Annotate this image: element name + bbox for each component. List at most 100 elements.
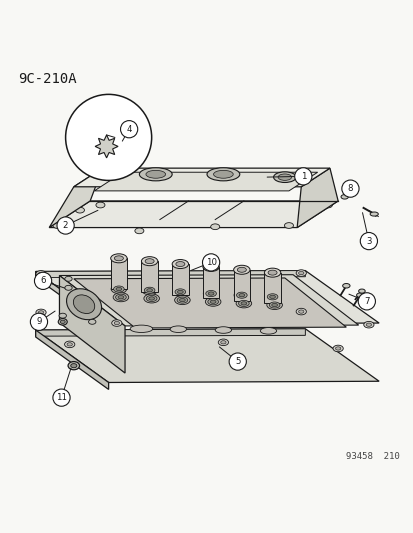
Circle shape <box>341 180 358 197</box>
Ellipse shape <box>148 297 154 300</box>
Ellipse shape <box>67 343 72 346</box>
Polygon shape <box>59 276 125 373</box>
Ellipse shape <box>66 289 101 320</box>
Circle shape <box>359 232 377 249</box>
Ellipse shape <box>177 290 183 294</box>
Ellipse shape <box>58 319 67 325</box>
Ellipse shape <box>356 293 363 297</box>
Ellipse shape <box>203 289 218 298</box>
Ellipse shape <box>278 174 291 180</box>
Polygon shape <box>36 329 378 383</box>
Ellipse shape <box>210 300 216 303</box>
Ellipse shape <box>358 289 364 293</box>
Ellipse shape <box>332 345 342 352</box>
Circle shape <box>120 120 138 138</box>
Ellipse shape <box>335 347 340 350</box>
Ellipse shape <box>53 223 62 228</box>
Ellipse shape <box>205 297 221 306</box>
Ellipse shape <box>64 341 75 348</box>
Ellipse shape <box>64 285 72 290</box>
Ellipse shape <box>264 268 280 277</box>
Polygon shape <box>74 278 346 328</box>
Ellipse shape <box>141 257 157 265</box>
Ellipse shape <box>139 168 172 181</box>
Text: 10: 10 <box>205 258 216 267</box>
Ellipse shape <box>71 364 77 368</box>
Circle shape <box>57 217 74 234</box>
Text: 3: 3 <box>365 237 371 246</box>
Ellipse shape <box>68 361 79 370</box>
Ellipse shape <box>298 271 303 274</box>
Ellipse shape <box>284 223 293 228</box>
Circle shape <box>202 254 219 271</box>
Ellipse shape <box>220 341 225 344</box>
Ellipse shape <box>295 270 306 276</box>
Circle shape <box>65 94 151 181</box>
Ellipse shape <box>240 302 246 305</box>
Ellipse shape <box>146 289 152 292</box>
Polygon shape <box>36 329 305 336</box>
Ellipse shape <box>112 320 122 326</box>
Ellipse shape <box>323 202 332 208</box>
Text: 4: 4 <box>126 125 132 134</box>
Ellipse shape <box>268 270 276 275</box>
Ellipse shape <box>215 327 231 333</box>
Ellipse shape <box>38 311 44 314</box>
Ellipse shape <box>206 264 215 269</box>
Ellipse shape <box>369 212 377 216</box>
Text: 9: 9 <box>36 317 42 326</box>
Ellipse shape <box>36 309 46 316</box>
Polygon shape <box>74 168 329 187</box>
Ellipse shape <box>116 287 121 290</box>
Ellipse shape <box>236 292 247 298</box>
Ellipse shape <box>175 289 185 295</box>
Ellipse shape <box>88 319 96 324</box>
Ellipse shape <box>144 294 159 303</box>
Polygon shape <box>49 168 102 228</box>
Ellipse shape <box>36 271 46 277</box>
Ellipse shape <box>264 292 280 301</box>
Ellipse shape <box>130 325 152 333</box>
Ellipse shape <box>298 310 303 313</box>
Ellipse shape <box>269 295 275 298</box>
Ellipse shape <box>267 294 277 300</box>
Ellipse shape <box>145 171 165 178</box>
Ellipse shape <box>266 301 282 310</box>
Ellipse shape <box>73 295 95 313</box>
Text: 7: 7 <box>363 297 369 306</box>
Polygon shape <box>36 330 108 390</box>
Ellipse shape <box>205 290 216 297</box>
Text: 5: 5 <box>235 357 240 366</box>
Ellipse shape <box>172 260 188 269</box>
Ellipse shape <box>237 267 246 272</box>
Circle shape <box>357 293 375 310</box>
Ellipse shape <box>238 294 244 297</box>
Ellipse shape <box>113 286 124 292</box>
Polygon shape <box>202 267 219 297</box>
Ellipse shape <box>213 171 233 178</box>
Ellipse shape <box>59 313 66 318</box>
Ellipse shape <box>172 287 188 296</box>
Ellipse shape <box>295 308 306 315</box>
Ellipse shape <box>60 320 65 324</box>
Ellipse shape <box>208 292 214 295</box>
Ellipse shape <box>146 295 157 302</box>
Polygon shape <box>94 172 317 191</box>
Text: 8: 8 <box>347 184 352 193</box>
Polygon shape <box>49 201 337 228</box>
Text: 6: 6 <box>40 276 46 285</box>
Ellipse shape <box>111 285 126 294</box>
Circle shape <box>30 313 47 330</box>
Ellipse shape <box>233 290 249 300</box>
Ellipse shape <box>273 172 295 182</box>
Ellipse shape <box>260 328 276 334</box>
Ellipse shape <box>271 303 277 306</box>
Polygon shape <box>297 168 337 228</box>
Ellipse shape <box>207 298 218 305</box>
Ellipse shape <box>170 326 186 333</box>
Ellipse shape <box>210 224 219 230</box>
Polygon shape <box>233 270 249 301</box>
Text: 2: 2 <box>63 221 68 230</box>
Ellipse shape <box>176 262 185 266</box>
Ellipse shape <box>96 202 105 208</box>
